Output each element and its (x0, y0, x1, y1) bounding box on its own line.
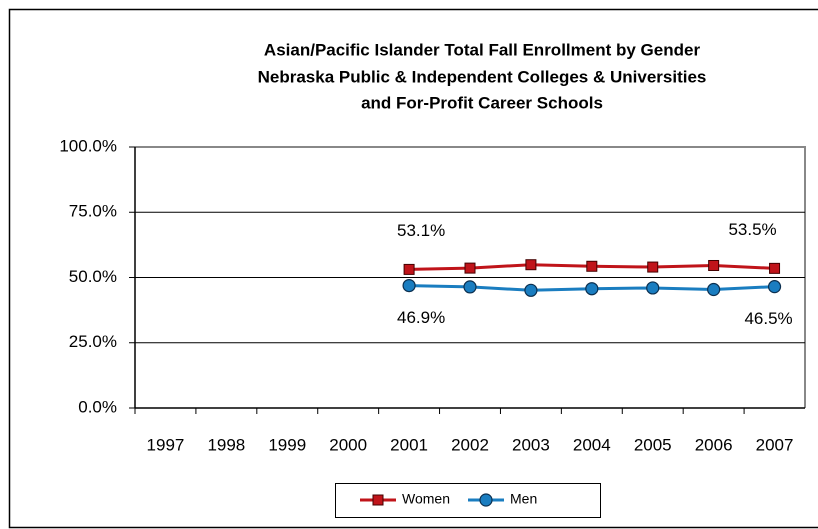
data-point (403, 263, 415, 275)
chart-title: Asian/Pacific Islander Total Fall Enroll… (264, 40, 701, 59)
data-point (585, 282, 599, 296)
legend-marker (479, 493, 493, 507)
data-point (769, 262, 781, 274)
y-tick-label: 100.0% (59, 136, 117, 155)
x-tick-label: 2006 (695, 435, 733, 454)
y-tick-label: 75.0% (69, 202, 117, 221)
data-point (525, 259, 537, 271)
data-point (646, 281, 660, 295)
data-label: 46.9% (397, 308, 445, 327)
legend-label: Women (402, 491, 450, 507)
data-point (707, 282, 721, 297)
x-tick-label: 1998 (207, 435, 245, 454)
y-tick-label: 25.0% (69, 332, 117, 351)
x-tick-label: 2007 (756, 435, 794, 454)
x-tick-label: 2000 (329, 435, 367, 454)
x-tick-label: 2004 (573, 435, 611, 454)
data-point (524, 283, 538, 297)
x-tick-label: 1999 (268, 435, 306, 454)
data-point (708, 259, 720, 271)
x-tick-label: 2002 (451, 435, 489, 454)
y-tick-label: 50.0% (69, 267, 117, 286)
data-point (402, 278, 416, 293)
x-tick-label: 2003 (512, 435, 550, 454)
data-label: 53.5% (728, 220, 776, 239)
data-label: 46.5% (744, 309, 792, 328)
x-tick-label: 2005 (634, 435, 672, 454)
chart-title: and For-Profit Career Schools (361, 93, 603, 112)
legend-marker (372, 494, 384, 506)
legend-label: Men (510, 491, 537, 507)
x-tick-label: 2001 (390, 435, 428, 454)
x-tick-label: 1997 (147, 435, 185, 454)
chart-title: Nebraska Public & Independent Colleges &… (258, 67, 707, 86)
y-tick-label: 0.0% (78, 397, 117, 416)
data-point (767, 280, 782, 294)
data-point (647, 261, 659, 273)
data-point (586, 260, 598, 272)
data-label: 53.1% (397, 221, 445, 240)
plot-border (135, 146, 806, 408)
data-point (464, 262, 476, 274)
data-point (463, 280, 477, 294)
